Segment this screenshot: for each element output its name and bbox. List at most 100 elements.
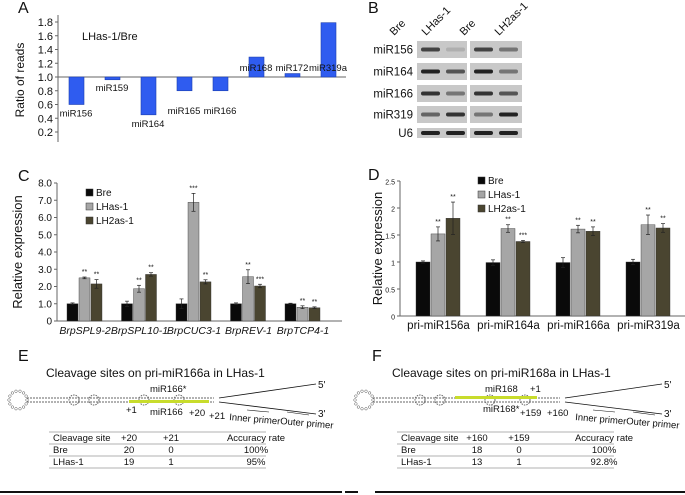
y-tick-label: 5.0 [38,230,52,241]
blot-strip [417,63,467,80]
blot-band [474,69,493,74]
legend-label: Bre [96,188,112,199]
significance-stars: ** [590,219,596,226]
blot-lane-label: Bre [388,18,409,39]
table-header-cell: Cleavage site [53,433,111,444]
table-cell: 0 [168,445,173,456]
blot-band [499,69,518,74]
outer-primer-arrow [632,411,656,416]
bar [585,231,601,317]
y-tick-label: 7.0 [38,196,52,207]
significance-stars: ** [82,269,88,276]
blot-lane-label: LHas-1 [420,5,454,39]
chart-a: 0.2 0.40.6 0.8 1.0 1.21.4 1.6 1.8 Ratio of read… [13,15,348,142]
bulge [68,394,80,406]
y-axis-label: Relative expression [10,195,25,308]
y-tick-label: 0.2 [38,127,53,139]
bar [68,76,85,105]
significance-stars: *** [189,185,197,192]
bulge [414,394,426,406]
loop-nucleotide [22,391,26,395]
bar [66,303,79,322]
legend-label: LHas-1 [96,202,129,213]
blot-row-label: U6 [398,128,413,140]
loop-nucleotide [14,407,18,411]
table-header-cell: Accuracy rate [227,433,285,444]
bar [284,303,297,322]
table-cell: 0 [516,445,521,456]
cleavage-site-black: +21 [209,411,225,422]
y-tick-label: 0.4 [38,113,53,125]
bar [212,76,229,92]
strand-3 [218,401,317,415]
y-tick-label: 1 [391,261,395,268]
y-tick-label: 8.0 [38,179,52,190]
strand-5 [218,383,317,399]
table-cell: 95% [246,457,266,468]
blot-band [446,91,465,96]
category-label: pri-miR166a [547,320,610,332]
mirna-highlight [129,400,209,403]
blot-strip [417,85,467,102]
blot-strip [470,85,522,102]
panel-label-f: F [372,348,382,365]
legend-swatch [85,202,94,211]
blot-band [421,91,440,96]
legend-swatch [85,216,94,225]
loop-nucleotide [354,394,358,398]
bar [296,307,309,322]
loop-nucleotide [353,398,357,402]
y-tick-label: 0 [391,315,395,322]
table-cell: 1 [168,457,173,468]
strand-5 [564,383,663,399]
mirna-highlight [455,396,537,399]
y-tick-label: 1.5 [385,234,395,241]
mirna-star-label: miR168* [483,404,520,415]
loop-nucleotide [371,398,375,402]
blot-band [474,112,493,117]
bar [485,262,501,317]
table-cell: 20 [124,445,135,456]
bar [230,303,242,322]
loop-nucleotide [22,405,26,409]
table-header-cell: +21 [163,433,179,444]
blot-strip [470,128,522,138]
significance-stars: ** [94,272,100,279]
panel-title: Cleavage sites on pri-miR166a in LHas-1 [46,366,265,380]
bar [176,76,193,92]
y-tick-label: 1.0 [38,72,53,84]
table-cell: 19 [124,457,135,468]
blot-band [499,91,518,96]
panel-e-cleavage: Cleavage sites on pri-miR166a in LHas-1 5… [7,366,334,469]
table-cell: 100% [244,445,269,456]
significance-stars: *** [256,276,264,283]
blot-band [421,69,440,74]
loop-nucleotide [354,402,358,406]
bar [78,277,91,322]
table-header-cell: +160 [466,433,487,444]
blot-lane-label: LH2as-1 [493,0,531,38]
significance-stars: ** [450,194,456,201]
category-label: pri-miR164a [477,320,540,332]
bar [640,224,656,317]
category-label: miR319a [309,63,348,74]
table-cell: 92.8% [591,457,618,468]
y-tick-label: 0 [46,317,52,328]
y-tick-label: 2.0 [38,282,52,293]
legend-label: Bre [488,176,504,187]
category-label: miR168 [240,63,273,74]
blot-band [474,131,493,135]
cleavage-site-red: +20 [189,408,205,419]
category-label: BrpTCP4-1 [277,325,330,337]
y-tick-label: 0.8 [38,86,53,98]
legend-label: LH2as-1 [488,204,526,215]
cleavage-site-black: +160 [547,408,568,419]
bar [284,73,301,78]
significance-stars: ** [435,219,441,226]
mirna-label: miR168 [485,384,518,395]
loop-nucleotide [18,389,22,393]
bar [187,202,200,322]
blot-band [446,131,465,135]
category-label: miR165 [168,106,201,117]
legend-label: LHas-1 [488,190,521,201]
